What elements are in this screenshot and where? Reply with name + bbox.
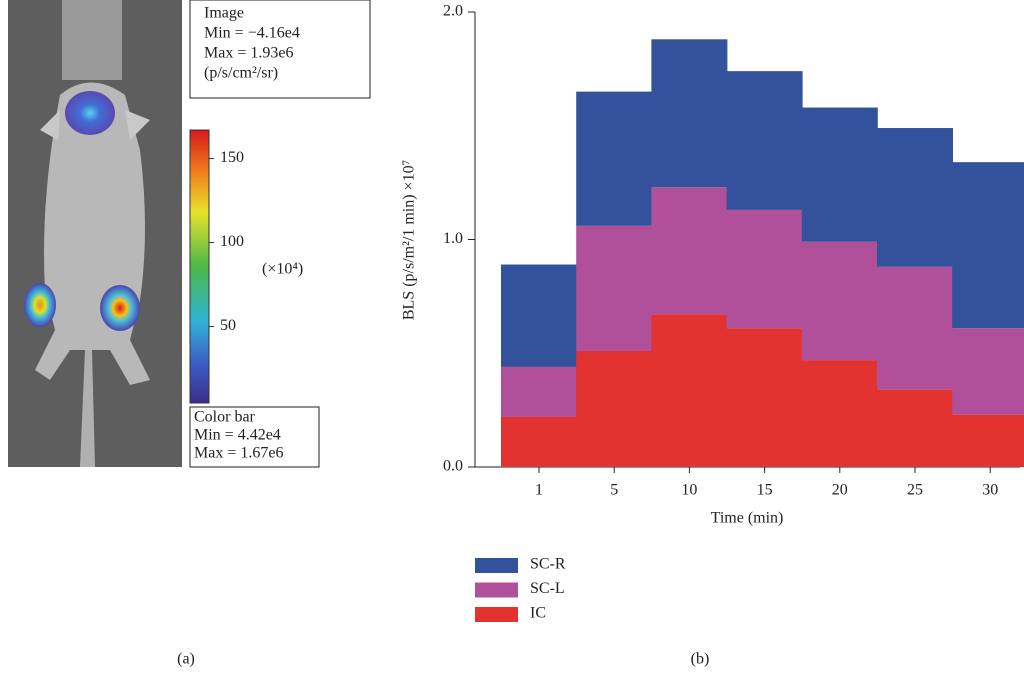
bar-segment bbox=[877, 128, 953, 267]
legend-label: SC-R bbox=[530, 556, 566, 573]
bar-segment bbox=[651, 39, 728, 188]
colorbar-info-text: Min = 4.42e4 bbox=[194, 427, 281, 444]
mouse-image bbox=[8, 0, 182, 467]
bar-segment bbox=[651, 314, 728, 467]
bar-segment bbox=[651, 187, 728, 315]
bar-segment bbox=[576, 225, 653, 351]
colorbar-tick-label: 100 bbox=[220, 233, 244, 250]
legend-swatch bbox=[475, 582, 518, 598]
x-tick-label: 20 bbox=[832, 482, 848, 499]
bar-segment bbox=[801, 241, 878, 361]
bar-segment bbox=[952, 328, 1024, 415]
bar-segment bbox=[801, 107, 878, 242]
colorbar-info-text: Max = 1.67e6 bbox=[194, 445, 283, 462]
x-tick-label: 10 bbox=[681, 482, 697, 499]
colorbar-tick-label: 50 bbox=[220, 317, 236, 334]
bar-segment bbox=[726, 328, 803, 467]
y-tick-label: 2.0 bbox=[443, 3, 463, 20]
bar-segment bbox=[801, 360, 878, 467]
y-axis-title: BLS (p/s/m²/1 min) ×10⁷ bbox=[401, 160, 418, 320]
image-info-box bbox=[189, 0, 371, 99]
bar-segment bbox=[726, 209, 803, 329]
panel-label: (a) bbox=[177, 651, 195, 668]
colorbar bbox=[189, 129, 210, 404]
bar-segment bbox=[877, 266, 953, 390]
x-axis-title: Time (min) bbox=[711, 510, 784, 527]
bar-segment bbox=[501, 264, 577, 367]
legend-label: SC-L bbox=[530, 580, 565, 597]
bar-segment bbox=[952, 414, 1024, 467]
x-tick-label: 5 bbox=[610, 482, 618, 499]
x-tick-label: 15 bbox=[757, 482, 773, 499]
y-tick-label: 0.0 bbox=[443, 458, 463, 475]
colorbar-tick-label: 150 bbox=[220, 149, 244, 166]
bar-segment bbox=[576, 350, 653, 467]
bar-segment bbox=[726, 71, 803, 210]
image-info-text: Max = 1.93e6 bbox=[204, 45, 293, 62]
panel-label: (b) bbox=[691, 651, 710, 668]
image-info-text: Min = −4.16e4 bbox=[204, 25, 300, 42]
image-info-text: Image bbox=[204, 5, 244, 22]
bar-segment bbox=[501, 416, 577, 467]
x-tick-label: 25 bbox=[907, 482, 923, 499]
y-tick-label: 1.0 bbox=[443, 230, 463, 247]
bar-segment bbox=[576, 91, 653, 226]
x-tick-label: 30 bbox=[982, 482, 998, 499]
legend-swatch bbox=[475, 558, 518, 573]
legend-label: IC bbox=[530, 605, 546, 622]
bar-segment bbox=[501, 366, 577, 417]
colorbar-info-box bbox=[189, 406, 320, 468]
bar-segment bbox=[952, 162, 1024, 329]
x-tick-label: 1 bbox=[535, 482, 543, 499]
legend-swatch bbox=[475, 607, 518, 622]
colorbar-info-text: Color bar bbox=[194, 409, 256, 426]
image-info-text: (p/s/cm²/sr) bbox=[204, 65, 278, 82]
colorbar-unit: (×10⁴) bbox=[262, 261, 303, 278]
bar-segment bbox=[877, 389, 953, 467]
